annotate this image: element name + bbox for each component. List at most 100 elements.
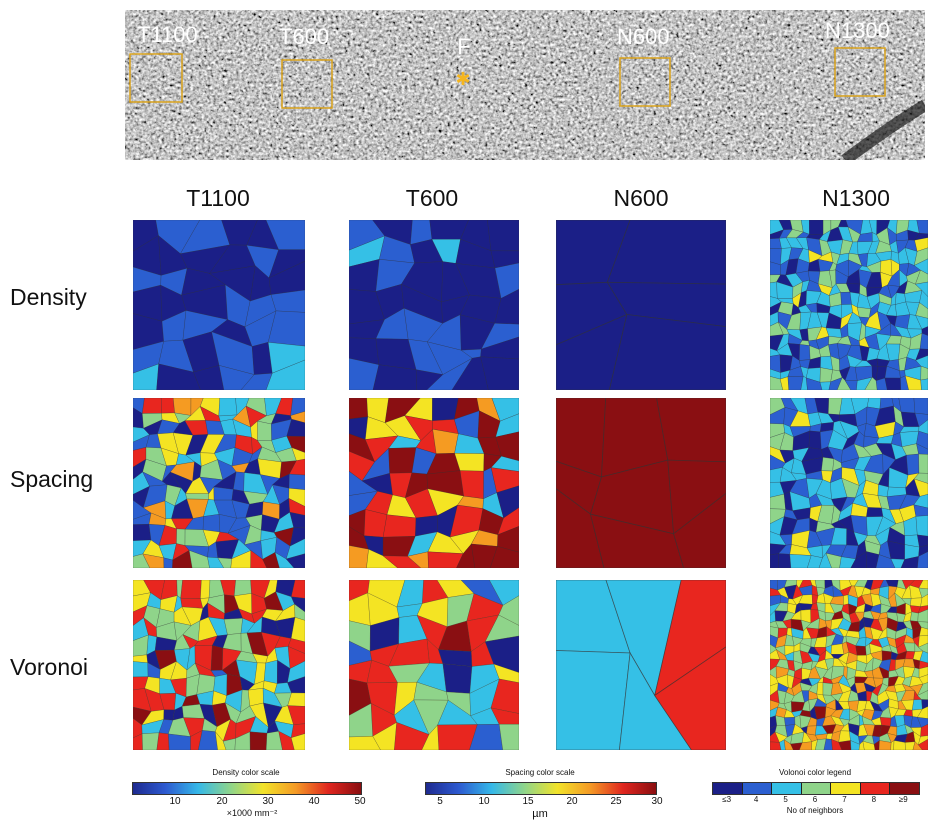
voronoi-cell — [290, 723, 305, 738]
voronoi-swatch — [741, 783, 772, 794]
voronoi-cell — [290, 411, 305, 424]
voronoi-legend-title: Volonoi color legend — [778, 768, 852, 777]
voronoi-cell — [920, 365, 928, 381]
voronoi-cell — [494, 262, 519, 299]
voronoi-cell — [828, 377, 843, 390]
voronoi-cell — [556, 650, 631, 750]
voronoi-cell — [133, 733, 143, 750]
voronoi-cell — [914, 281, 928, 298]
voronoi-cell — [230, 550, 252, 568]
voronoi-cell — [821, 457, 835, 472]
voronoi-cell — [426, 358, 473, 390]
voronoi-cell — [217, 557, 233, 568]
voronoi-cell — [918, 642, 928, 654]
voronoi-cell — [498, 723, 519, 750]
density-tick: 40 — [308, 796, 320, 807]
voronoi-cell — [917, 706, 928, 719]
voronoi-cell — [490, 678, 519, 714]
density-colorbar — [132, 782, 362, 795]
voronoi-cell — [608, 314, 726, 390]
voronoi-cell — [770, 553, 779, 568]
voronoi-cell — [902, 658, 916, 668]
column-title-t1100: T1100 — [186, 185, 250, 211]
voronoi-cell — [489, 546, 519, 568]
voronoi-cell — [133, 523, 152, 541]
voronoi-cell — [844, 380, 858, 390]
voronoi-cell — [808, 430, 822, 450]
voronoi-cell — [160, 398, 175, 414]
voronoi-cell — [807, 555, 823, 568]
voronoi-cell — [290, 617, 305, 643]
voronoi-cell — [914, 237, 928, 252]
voronoi-cell — [915, 269, 928, 285]
voronoi-cell — [495, 431, 519, 462]
voronoi-cell — [495, 413, 519, 438]
voronoi-cell — [442, 663, 473, 694]
voronoi-cell — [917, 682, 928, 696]
panel-spacing-n600 — [556, 398, 726, 568]
voronoi-cell — [270, 289, 305, 313]
voronoi-cell — [916, 220, 928, 235]
voronoi-cell — [233, 580, 252, 597]
voronoi-swatch — [859, 783, 890, 794]
voronoi-cell — [218, 398, 238, 417]
voronoi-cell — [814, 738, 827, 750]
voronoi-cell — [451, 356, 489, 390]
voronoi-cell — [918, 634, 928, 648]
voronoi-cell — [215, 731, 227, 750]
voronoi-cell — [291, 580, 305, 599]
voronoi-cell — [915, 315, 928, 330]
voronoi-cell — [223, 617, 243, 635]
voronoi-cell — [289, 527, 305, 547]
voronoi-cell — [156, 732, 170, 750]
voronoi-ticks: ≤3 4 5 6 7 8 ≥9 — [712, 795, 918, 807]
voronoi-cell — [490, 467, 519, 493]
voronoi-cell — [366, 548, 399, 568]
spacing-unit: µm — [532, 808, 548, 820]
panel-voronoi-t600 — [349, 580, 519, 750]
voronoi-unit: No of neighbors — [786, 806, 844, 815]
voronoi-cell — [915, 348, 928, 361]
voronoi-cell — [163, 557, 173, 568]
voronoi-cell — [287, 705, 305, 726]
voronoi-cell — [262, 552, 280, 568]
voronoi-cell — [878, 740, 892, 750]
voronoi-cell — [141, 732, 160, 750]
voronoi-cell — [770, 376, 784, 390]
voronoi-cell — [168, 733, 191, 750]
region-box-n1300 — [834, 47, 886, 97]
voronoi-cell — [291, 447, 305, 461]
voronoi-cell — [913, 398, 928, 415]
voronoi-legend: Volonoi color legend ≤3 4 5 6 7 8 ≥9 No of nei… — [712, 768, 920, 820]
voronoi-swatch — [889, 783, 920, 794]
voronoi-cell — [916, 430, 928, 450]
voronoi-cell — [456, 543, 476, 568]
voronoi-cell — [917, 690, 928, 700]
voronoi-cell — [799, 344, 811, 361]
voronoi-cell — [913, 247, 928, 266]
voronoi-cell — [176, 528, 186, 546]
voronoi-cell — [913, 472, 928, 484]
voronoi-cell — [654, 646, 726, 750]
voronoi-cell — [778, 553, 792, 568]
panel-spacing-n1300 — [770, 398, 928, 568]
voronoi-cell — [918, 660, 928, 670]
voronoi-cell — [427, 551, 464, 568]
voronoi-cell — [267, 342, 305, 374]
voronoi-cell — [917, 605, 928, 614]
voronoi-colorbar — [712, 782, 920, 795]
voronoi-cell — [906, 453, 920, 476]
voronoi-cell — [222, 738, 236, 750]
voronoi-cell — [480, 336, 519, 360]
density-tick: 20 — [216, 796, 228, 807]
voronoi-cell — [494, 288, 519, 325]
voronoi-cell — [905, 375, 922, 390]
voronoi-cell — [188, 550, 210, 568]
voronoi-cell — [918, 544, 928, 557]
voronoi-cell — [920, 593, 928, 607]
voronoi-tick: ≤3 — [722, 795, 732, 804]
column-title-n600: N600 — [613, 185, 669, 211]
voronoi-cell — [589, 513, 685, 568]
voronoi-cell — [497, 507, 519, 536]
